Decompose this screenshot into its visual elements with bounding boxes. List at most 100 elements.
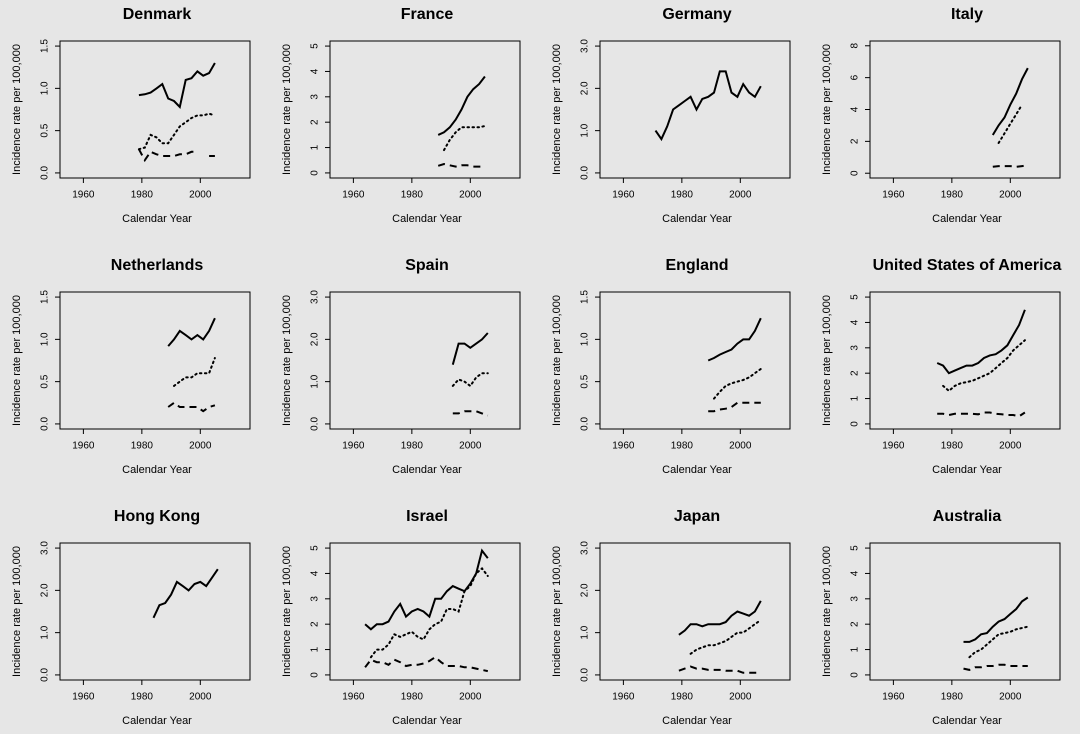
y-tick-label: 2.0 <box>310 332 321 346</box>
x-axis-label: Calendar Year <box>122 715 192 727</box>
plot-frame <box>869 291 1061 430</box>
y-axis-label: Incidence rate per 100,000 <box>281 295 293 426</box>
series-line <box>708 401 761 413</box>
y-tick-label: 1.0 <box>40 81 51 95</box>
y-tick-label: 1.5 <box>40 39 51 53</box>
y-tick-label: 0 <box>850 672 861 678</box>
chart-title: Japan <box>674 508 720 525</box>
plot-frame <box>599 542 791 681</box>
x-tick-label: 1980 <box>401 190 424 201</box>
series-line <box>443 125 486 152</box>
series-line <box>654 70 762 142</box>
y-axis-label: Incidence rate per 100,000 <box>551 44 563 175</box>
x-tick-label: 2000 <box>999 692 1022 703</box>
series-line <box>707 317 762 362</box>
x-tick-label: 1960 <box>72 441 95 452</box>
y-tick-label: 5 <box>310 43 321 49</box>
y-tick-label: 0.5 <box>40 374 51 388</box>
x-tick-label: 2000 <box>729 692 752 703</box>
y-axis-label: Incidence rate per 100,000 <box>281 44 293 175</box>
series-line <box>369 566 489 659</box>
series-line <box>437 75 486 136</box>
y-tick-label: 1 <box>850 395 861 401</box>
x-tick-label: 1960 <box>882 190 905 201</box>
x-tick-label: 1960 <box>882 692 905 703</box>
y-tick-label: 2 <box>310 119 321 125</box>
x-axis-label: Calendar Year <box>122 213 192 225</box>
y-tick-label: 0.5 <box>40 123 51 137</box>
x-tick-label: 2000 <box>729 441 752 452</box>
y-tick-label: 2.0 <box>580 81 591 95</box>
y-tick-label: 1 <box>850 646 861 652</box>
y-tick-label: 8 <box>850 43 861 49</box>
y-axis-label: Incidence rate per 100,000 <box>281 546 293 677</box>
plot-frame <box>329 40 521 179</box>
y-tick-label: 1.0 <box>580 625 591 639</box>
chart-title: Denmark <box>123 6 192 23</box>
y-tick-label: 5 <box>850 294 861 300</box>
x-axis-label: Calendar Year <box>392 213 462 225</box>
series-line <box>167 317 216 347</box>
y-tick-label: 4 <box>850 106 861 112</box>
series-line <box>942 339 1026 393</box>
chart-title: Israel <box>406 508 448 525</box>
x-tick-label: 1980 <box>131 190 154 201</box>
series-line <box>451 372 489 388</box>
y-tick-label: 1 <box>310 646 321 652</box>
chart-title: Italy <box>951 6 983 23</box>
series-line <box>437 162 485 168</box>
y-tick-label: 1.0 <box>40 625 51 639</box>
x-tick-label: 1960 <box>882 441 905 452</box>
y-tick-label: 1.0 <box>310 374 321 388</box>
x-tick-label: 1980 <box>671 441 694 452</box>
x-axis-label: Calendar Year <box>662 213 732 225</box>
y-tick-label: 3.0 <box>580 39 591 53</box>
y-axis-label: Incidence rate per 100,000 <box>551 295 563 426</box>
y-tick-label: 4 <box>310 68 321 74</box>
x-axis-label: Calendar Year <box>662 715 732 727</box>
y-axis-label: Incidence rate per 100,000 <box>11 546 23 677</box>
x-tick-label: 1960 <box>72 190 95 201</box>
x-tick-label: 2000 <box>459 441 482 452</box>
y-tick-label: 1.0 <box>580 332 591 346</box>
x-tick-label: 2000 <box>999 190 1022 201</box>
plot-frame <box>329 542 521 681</box>
series-line <box>452 410 489 417</box>
x-axis-label: Calendar Year <box>932 213 1002 225</box>
series-line <box>963 596 1029 643</box>
plot-frame <box>329 291 521 430</box>
y-tick-label: 5 <box>850 545 861 551</box>
y-tick-label: 1 <box>310 144 321 150</box>
y-tick-label: 0 <box>850 170 861 176</box>
y-tick-label: 1.5 <box>580 290 591 304</box>
series-line <box>678 600 762 636</box>
series-line <box>152 568 219 619</box>
x-tick-label: 2000 <box>999 441 1022 452</box>
x-tick-label: 2000 <box>459 692 482 703</box>
y-tick-label: 4 <box>850 319 861 325</box>
x-tick-label: 1980 <box>671 692 694 703</box>
chart-title: Spain <box>405 257 449 274</box>
chart-title: France <box>401 6 454 23</box>
y-tick-label: 0.0 <box>580 668 591 682</box>
y-axis-label: Incidence rate per 100,000 <box>821 546 833 677</box>
x-tick-label: 2000 <box>189 692 212 703</box>
y-tick-label: 2 <box>850 621 861 627</box>
y-tick-label: 1.5 <box>40 290 51 304</box>
x-axis-label: Calendar Year <box>122 464 192 476</box>
y-tick-label: 0 <box>850 421 861 427</box>
y-tick-label: 3.0 <box>40 541 51 555</box>
y-tick-label: 0 <box>310 672 321 678</box>
x-tick-label: 1980 <box>941 692 964 703</box>
y-tick-label: 0.0 <box>580 166 591 180</box>
y-axis-label: Incidence rate per 100,000 <box>821 44 833 175</box>
x-tick-label: 1960 <box>342 441 365 452</box>
x-tick-label: 2000 <box>189 190 212 201</box>
x-tick-label: 1980 <box>131 441 154 452</box>
y-tick-label: 2.0 <box>580 583 591 597</box>
y-tick-label: 0.5 <box>580 374 591 388</box>
x-tick-label: 1980 <box>401 692 424 703</box>
x-tick-label: 1980 <box>671 190 694 201</box>
plot-frame <box>599 40 791 179</box>
x-axis-label: Calendar Year <box>932 715 1002 727</box>
